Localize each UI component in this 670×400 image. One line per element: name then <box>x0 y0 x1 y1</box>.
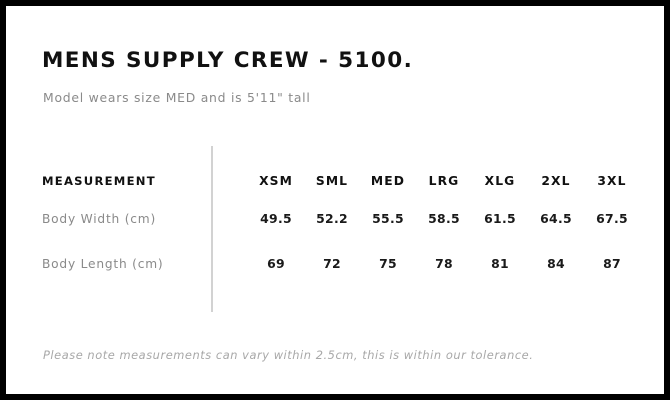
cell-body-width-2xl: 64.5 <box>540 211 572 226</box>
row-label-body-width: Body Width (cm) <box>42 211 157 226</box>
cell-body-length-med: 75 <box>379 256 397 271</box>
column-header-2xl: 2XL <box>541 174 571 188</box>
cell-body-length-xsm: 69 <box>267 256 285 271</box>
cell-body-length-sml: 72 <box>323 256 341 271</box>
cell-body-length-xlg: 81 <box>491 256 509 271</box>
cell-body-length-2xl: 84 <box>547 256 565 271</box>
cell-body-length-3xl: 87 <box>603 256 621 271</box>
cell-body-width-xsm: 49.5 <box>260 211 292 226</box>
cell-body-width-med: 55.5 <box>372 211 404 226</box>
column-header-sml: SML <box>315 174 349 188</box>
column-header-spacer <box>212 166 248 196</box>
column-header-3xl: 3XL <box>597 174 627 188</box>
column-header-xsm: XSM <box>259 174 293 188</box>
cell-body-width-lrg: 58.5 <box>428 211 460 226</box>
column-header-measurement: MEASUREMENT <box>42 174 156 188</box>
size-measurement-table: MEASUREMENT XSM SML MED LRG XLG 2XL 3XL … <box>42 166 640 286</box>
tolerance-note: Please note measurements can vary within… <box>43 348 534 362</box>
row-spacer <box>212 241 248 286</box>
page-content: MENS SUPPLY CREW - 5100. Model wears siz… <box>6 6 664 394</box>
column-header-xlg: XLG <box>484 174 516 188</box>
row-label-body-length: Body Length (cm) <box>42 256 164 271</box>
model-fit-note: Model wears size MED and is 5'11" tall <box>43 90 311 105</box>
column-header-med: MED <box>370 174 406 188</box>
cell-body-width-sml: 52.2 <box>316 211 348 226</box>
row-spacer <box>212 196 248 241</box>
table-row: Body Width (cm) 49.5 52.2 55.5 58.5 61.5… <box>42 196 640 241</box>
page-title: MENS SUPPLY CREW - 5100. <box>42 48 414 73</box>
table-header-row: MEASUREMENT XSM SML MED LRG XLG 2XL 3XL <box>42 166 640 196</box>
table-vertical-divider <box>211 146 213 312</box>
cell-body-width-xlg: 61.5 <box>484 211 516 226</box>
cell-body-width-3xl: 67.5 <box>596 211 628 226</box>
column-header-lrg: LRG <box>428 174 460 188</box>
table-row: Body Length (cm) 69 72 75 78 81 84 87 <box>42 241 640 286</box>
cell-body-length-lrg: 78 <box>435 256 453 271</box>
